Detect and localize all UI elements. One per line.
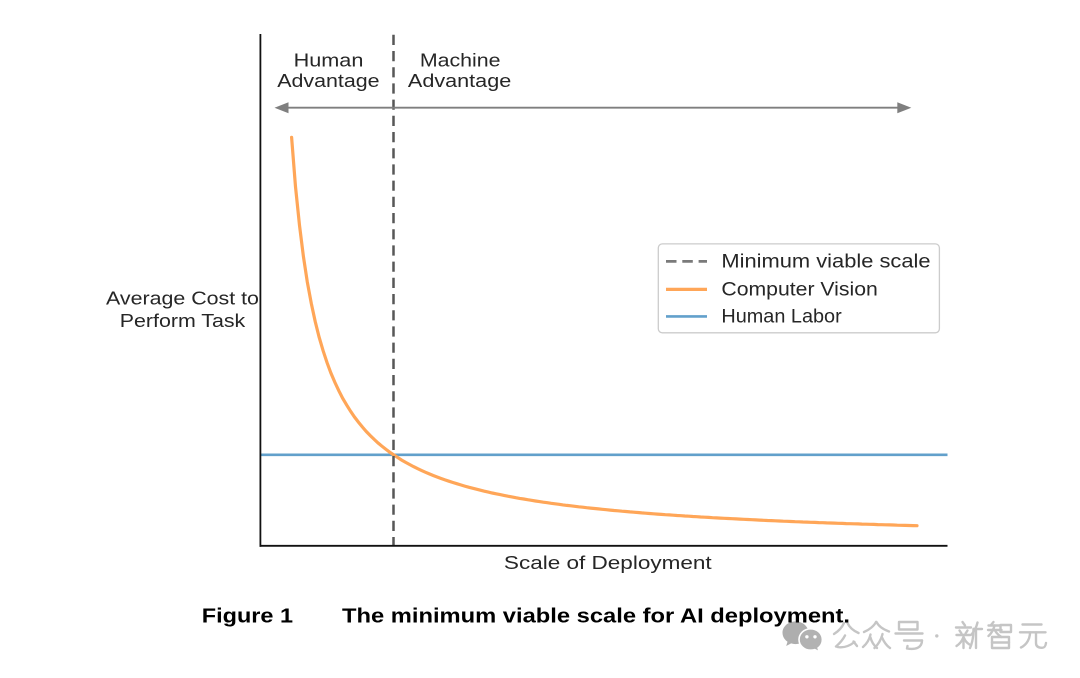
- svg-text:Computer Vision: Computer Vision: [721, 280, 877, 301]
- svg-text:Figure 1: Figure 1: [202, 605, 293, 627]
- svg-text:Minimum viable scale: Minimum viable scale: [721, 252, 930, 273]
- svg-text:The minimum viable scale for A: The minimum viable scale for AI deployme…: [342, 605, 850, 627]
- svg-text:Human: Human: [294, 50, 364, 71]
- svg-text:Average Cost to: Average Cost to: [106, 288, 259, 309]
- svg-text:Advantage: Advantage: [408, 70, 511, 91]
- svg-text:Perform Task: Perform Task: [120, 310, 246, 331]
- svg-text:Advantage: Advantage: [277, 70, 379, 91]
- svg-text:Scale of Deployment: Scale of Deployment: [504, 552, 712, 573]
- svg-text:Human Labor: Human Labor: [721, 307, 842, 328]
- svg-text:Machine: Machine: [420, 50, 501, 71]
